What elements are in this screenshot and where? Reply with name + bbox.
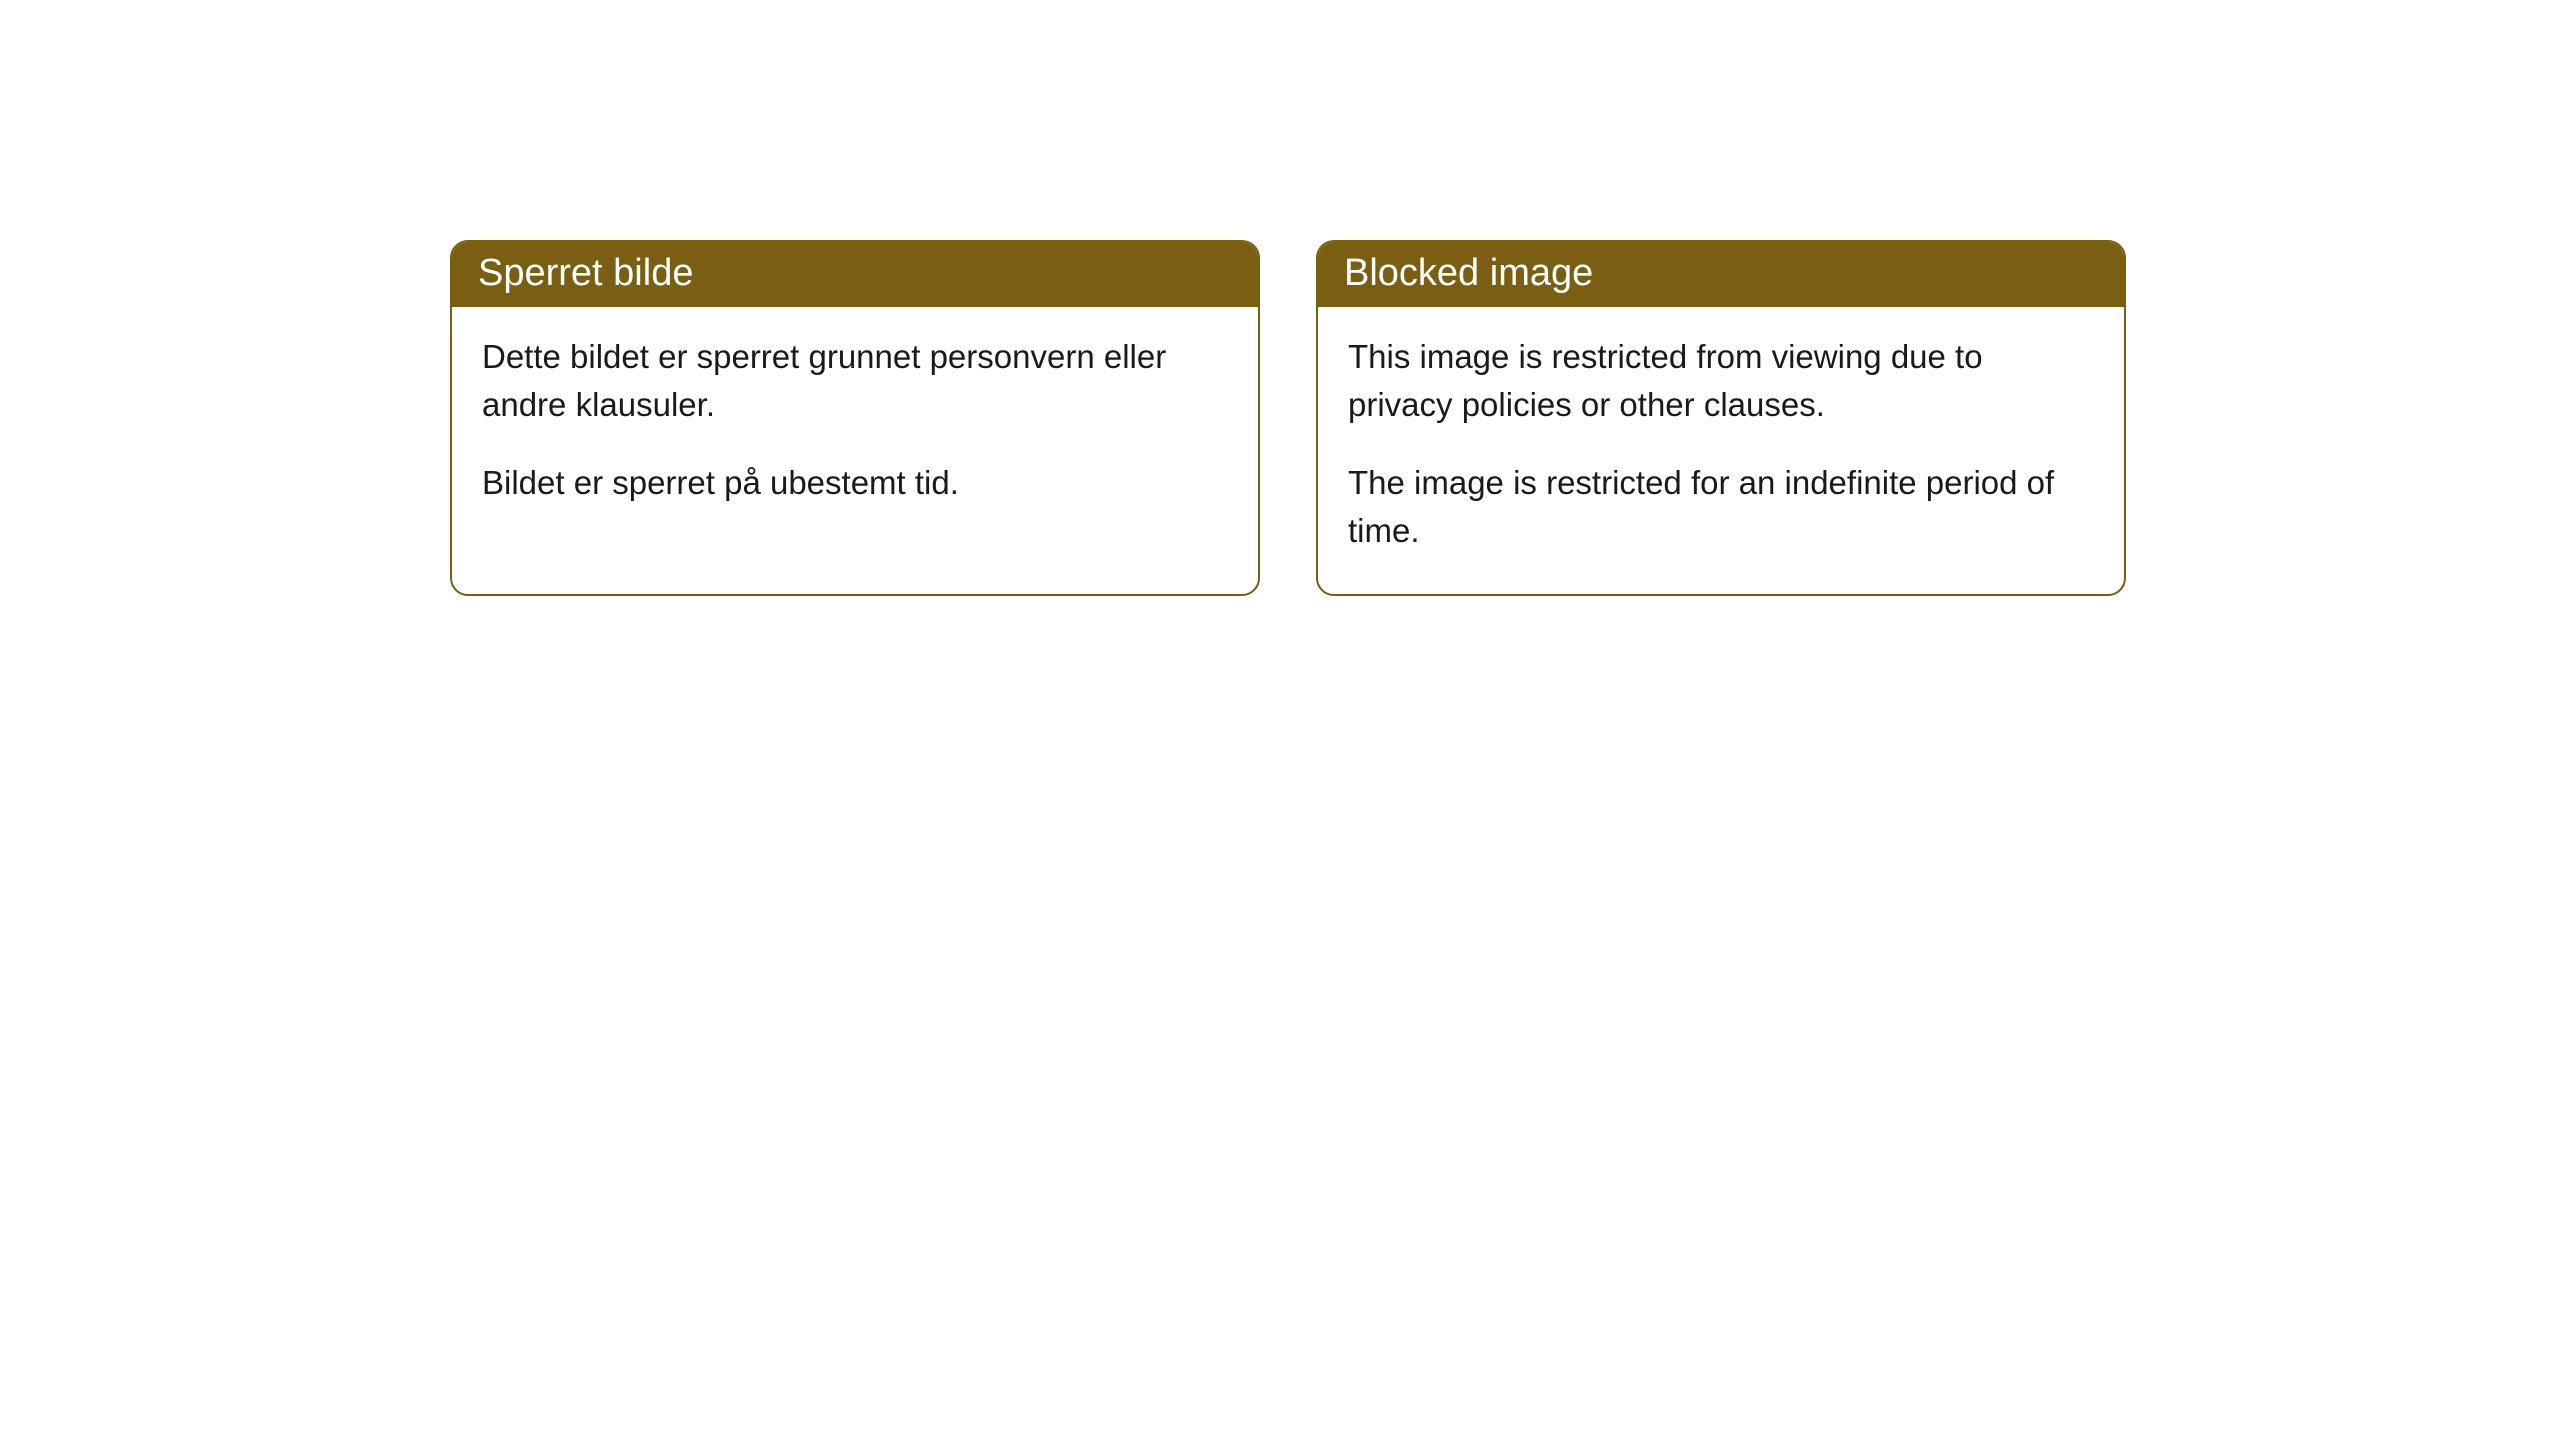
card-body: Dette bildet er sperret grunnet personve… bbox=[452, 307, 1258, 547]
card-paragraph: This image is restricted from viewing du… bbox=[1348, 333, 2094, 429]
blocked-image-card-norwegian: Sperret bilde Dette bildet er sperret gr… bbox=[450, 240, 1260, 596]
card-title: Blocked image bbox=[1344, 252, 1593, 294]
blocked-image-card-english: Blocked image This image is restricted f… bbox=[1316, 240, 2126, 596]
card-header: Sperret bilde bbox=[452, 242, 1258, 307]
card-body: This image is restricted from viewing du… bbox=[1318, 307, 2124, 594]
card-paragraph: The image is restricted for an indefinit… bbox=[1348, 459, 2094, 555]
cards-container: Sperret bilde Dette bildet er sperret gr… bbox=[0, 0, 2560, 596]
card-header: Blocked image bbox=[1318, 242, 2124, 307]
card-paragraph: Dette bildet er sperret grunnet personve… bbox=[482, 333, 1228, 429]
card-title: Sperret bilde bbox=[478, 252, 693, 294]
card-paragraph: Bildet er sperret på ubestemt tid. bbox=[482, 459, 1228, 507]
